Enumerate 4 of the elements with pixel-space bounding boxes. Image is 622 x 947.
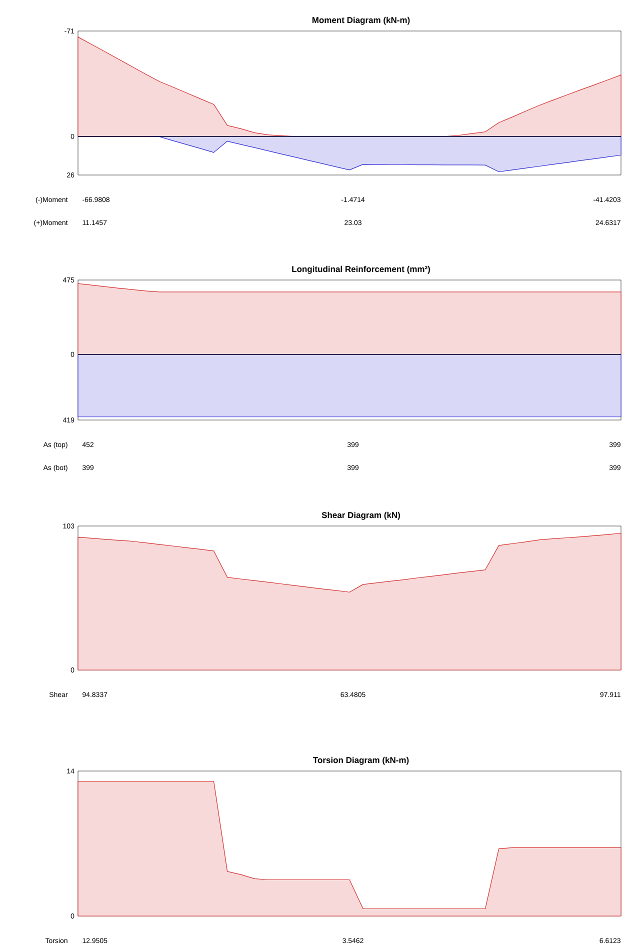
chart-title: Torsion Diagram (kN-m) xyxy=(313,756,409,765)
chart-title: Moment Diagram (kN-m) xyxy=(312,16,410,25)
chart-title: Longitudinal Reinforcement (mm²) xyxy=(292,266,430,274)
chart-title: Shear Diagram (kN) xyxy=(322,512,400,520)
